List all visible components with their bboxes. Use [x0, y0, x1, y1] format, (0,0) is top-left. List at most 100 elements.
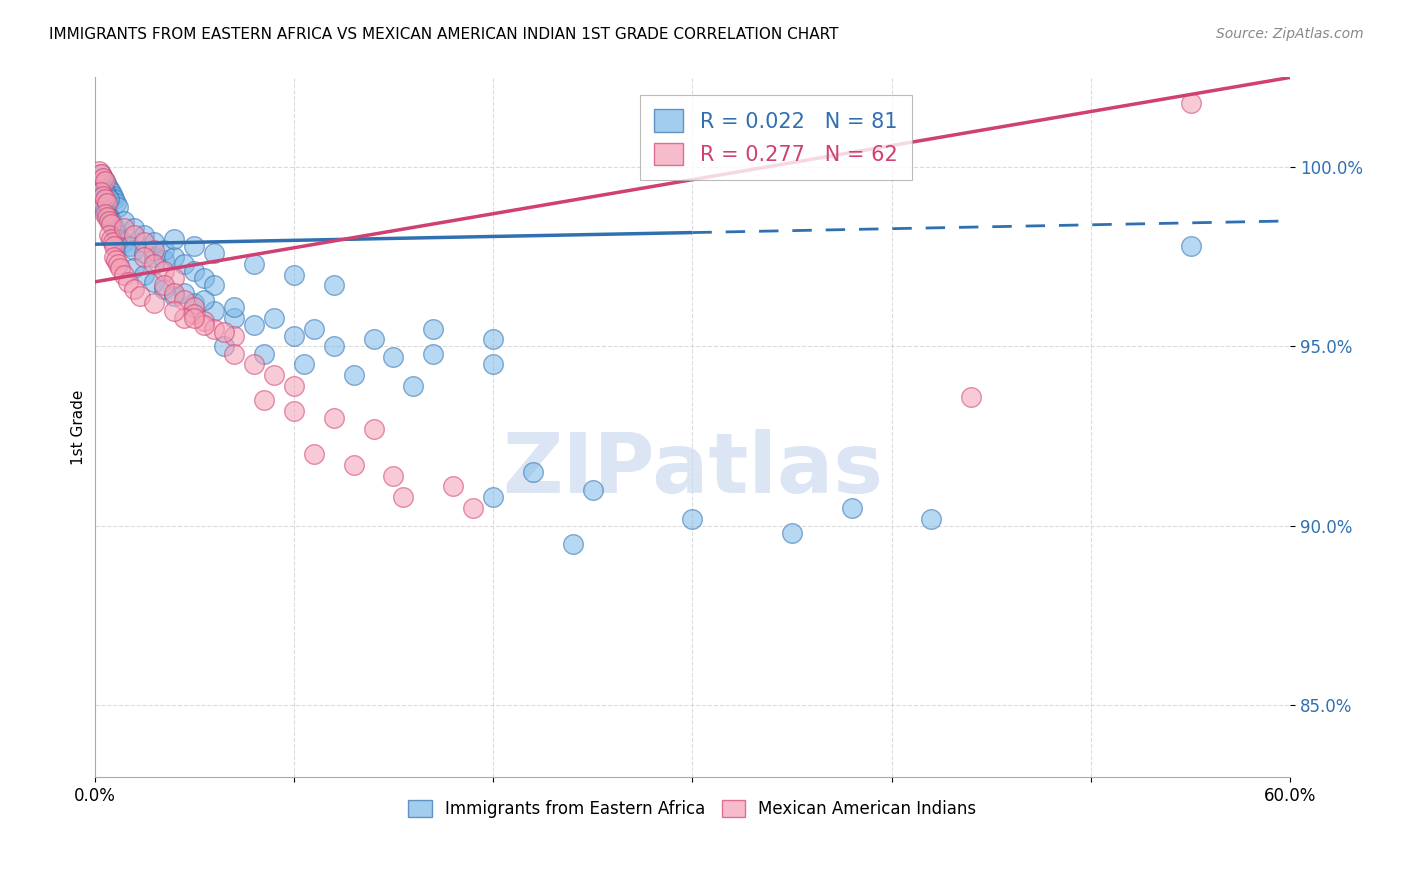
Point — [202, 303, 225, 318]
Point — [107, 257, 129, 271]
Point — [343, 458, 366, 472]
Y-axis label: 1st Grade: 1st Grade — [72, 390, 86, 465]
Point — [101, 218, 124, 232]
Point — [163, 250, 186, 264]
Text: ZIPatlas: ZIPatlas — [502, 429, 883, 509]
Point — [482, 358, 505, 372]
Point — [382, 468, 405, 483]
Point — [283, 404, 305, 418]
Point — [143, 296, 166, 310]
Point — [96, 178, 118, 192]
Point — [173, 285, 195, 300]
Point — [110, 232, 132, 246]
Point — [283, 328, 305, 343]
Point — [153, 253, 176, 268]
Point — [90, 167, 112, 181]
Point — [153, 264, 176, 278]
Point — [93, 174, 115, 188]
Point — [780, 525, 803, 540]
Point — [100, 218, 122, 232]
Point — [101, 235, 124, 250]
Point — [163, 285, 186, 300]
Point — [343, 368, 366, 383]
Point — [222, 328, 245, 343]
Point — [202, 278, 225, 293]
Point — [921, 511, 943, 525]
Point — [90, 167, 112, 181]
Point — [1180, 95, 1202, 110]
Point — [93, 207, 115, 221]
Point — [103, 221, 125, 235]
Point — [100, 232, 122, 246]
Point — [97, 193, 120, 207]
Point — [441, 479, 464, 493]
Point — [243, 358, 266, 372]
Point — [183, 300, 205, 314]
Legend: Immigrants from Eastern Africa, Mexican American Indians: Immigrants from Eastern Africa, Mexican … — [402, 793, 983, 824]
Point — [463, 500, 485, 515]
Point — [100, 214, 122, 228]
Text: Source: ZipAtlas.com: Source: ZipAtlas.com — [1216, 27, 1364, 41]
Point — [253, 346, 276, 360]
Point — [183, 296, 205, 310]
Point — [105, 196, 128, 211]
Point — [91, 170, 114, 185]
Point — [212, 325, 235, 339]
Point — [322, 411, 344, 425]
Point — [124, 260, 146, 275]
Point — [124, 228, 146, 243]
Point — [93, 185, 115, 199]
Point — [153, 278, 176, 293]
Point — [363, 422, 385, 436]
Point — [183, 310, 205, 325]
Point — [143, 275, 166, 289]
Point — [222, 300, 245, 314]
Point — [134, 246, 156, 260]
Point — [1180, 239, 1202, 253]
Point — [90, 178, 112, 192]
Point — [163, 232, 186, 246]
Point — [402, 379, 425, 393]
Point — [482, 490, 505, 504]
Point — [183, 239, 205, 253]
Point — [143, 243, 166, 257]
Point — [173, 293, 195, 307]
Point — [134, 235, 156, 250]
Point — [422, 321, 444, 335]
Point — [87, 163, 110, 178]
Point — [193, 314, 215, 328]
Point — [363, 332, 385, 346]
Point — [107, 228, 129, 243]
Text: IMMIGRANTS FROM EASTERN AFRICA VS MEXICAN AMERICAN INDIAN 1ST GRADE CORRELATION : IMMIGRANTS FROM EASTERN AFRICA VS MEXICA… — [49, 27, 839, 42]
Point — [202, 246, 225, 260]
Point — [96, 189, 118, 203]
Point — [143, 235, 166, 250]
Point — [114, 214, 136, 228]
Point — [522, 465, 544, 479]
Point — [222, 346, 245, 360]
Point — [100, 185, 122, 199]
Point — [392, 490, 415, 504]
Point — [482, 332, 505, 346]
Point — [193, 271, 215, 285]
Point — [243, 257, 266, 271]
Point — [101, 189, 124, 203]
Point — [90, 185, 112, 199]
Point — [283, 379, 305, 393]
Point — [322, 278, 344, 293]
Point — [93, 203, 115, 218]
Point — [96, 211, 118, 225]
Point — [117, 275, 139, 289]
Point — [120, 239, 142, 253]
Point — [153, 243, 176, 257]
Point — [222, 310, 245, 325]
Point — [91, 181, 114, 195]
Point — [681, 511, 703, 525]
Point — [134, 250, 156, 264]
Point — [103, 250, 125, 264]
Point — [292, 358, 315, 372]
Point — [153, 282, 176, 296]
Point — [183, 264, 205, 278]
Point — [124, 221, 146, 235]
Point — [212, 339, 235, 353]
